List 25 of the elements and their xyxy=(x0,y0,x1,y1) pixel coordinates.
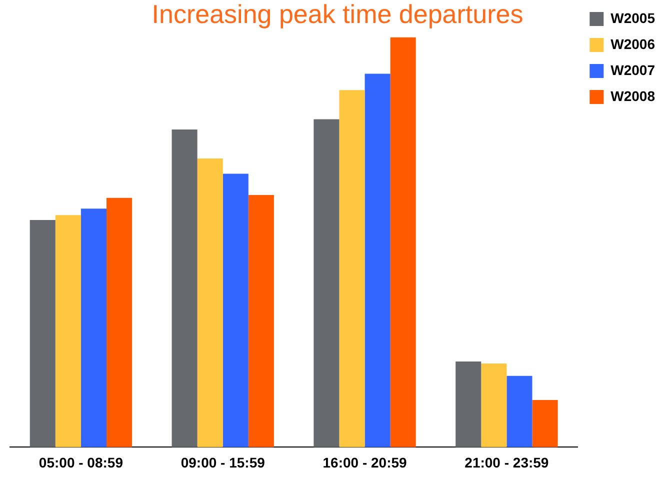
bar xyxy=(481,364,507,448)
bar xyxy=(532,400,558,448)
bar xyxy=(506,376,532,448)
legend-label: W2007 xyxy=(610,62,656,78)
legend-label: W2005 xyxy=(610,10,656,26)
bar xyxy=(248,195,274,448)
x-tick-label: 21:00 - 23:59 xyxy=(464,454,549,470)
x-tick-label: 05:00 - 08:59 xyxy=(38,454,124,470)
chart-title: Increasing peak time departures xyxy=(152,0,524,29)
x-tick-label: 16:00 - 20:59 xyxy=(322,454,408,470)
bar xyxy=(390,37,416,448)
legend-label: W2006 xyxy=(610,36,656,52)
bar xyxy=(339,90,365,448)
bar xyxy=(30,220,56,448)
bar xyxy=(106,198,132,448)
bar xyxy=(197,158,223,448)
x-tick-label: 09:00 - 15:59 xyxy=(180,454,266,470)
bar xyxy=(314,119,340,448)
bar xyxy=(456,362,482,448)
bar xyxy=(80,208,106,448)
legend-label: W2008 xyxy=(610,88,656,104)
bar xyxy=(222,174,248,448)
bar xyxy=(364,74,390,448)
bar xyxy=(55,215,81,448)
bar xyxy=(172,129,198,448)
